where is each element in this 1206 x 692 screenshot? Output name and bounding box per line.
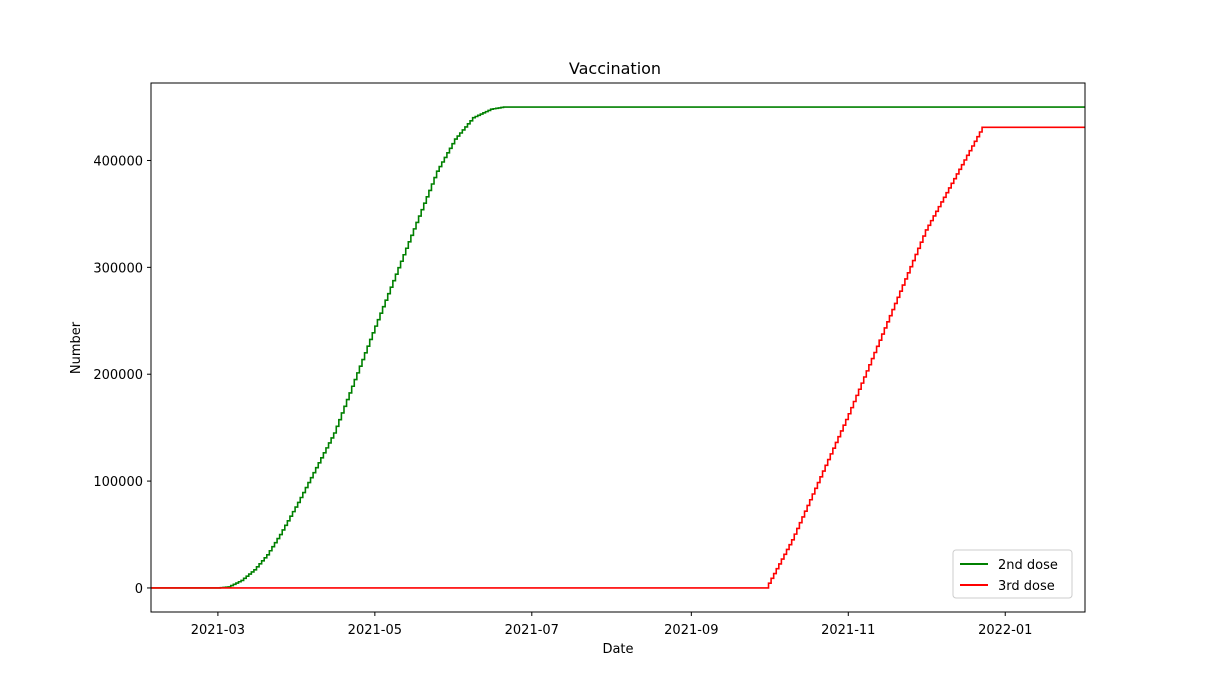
y-tick-label: 400000 xyxy=(93,154,143,169)
x-tick-label: 2021-03 xyxy=(191,623,245,638)
plot-frame xyxy=(150,82,1086,613)
y-axis-label: Number xyxy=(69,321,84,374)
x-tick-label: 2022-01 xyxy=(978,623,1032,638)
x-tick-label: 2021-11 xyxy=(821,623,875,638)
x-tick-label: 2021-05 xyxy=(348,623,402,638)
legend-label-2nd-dose: 2nd dose xyxy=(998,558,1058,573)
series-layer xyxy=(151,106,1085,589)
y-tick-label: 0 xyxy=(135,582,143,597)
x-axis-label: Date xyxy=(602,642,633,657)
series-line-2nd-dose xyxy=(151,106,1085,589)
x-tick-label: 2021-09 xyxy=(664,623,718,638)
x-tick-label: 2021-07 xyxy=(505,623,559,638)
y-axis: 0 100000 200000 300000 400000 xyxy=(93,154,151,597)
y-tick-label: 300000 xyxy=(93,261,143,276)
y-tick-label: 100000 xyxy=(93,475,143,490)
series-line-3rd-dose xyxy=(151,126,1085,589)
legend-label-3rd-dose: 3rd dose xyxy=(998,579,1055,594)
x-axis: 2021-03 2021-05 2021-07 2021-09 2021-11 2022-… xyxy=(191,612,1032,638)
legend: 2nd dose 3rd dose xyxy=(952,549,1073,599)
y-tick-label: 200000 xyxy=(93,368,143,383)
chart-title: Vaccination xyxy=(569,59,661,78)
